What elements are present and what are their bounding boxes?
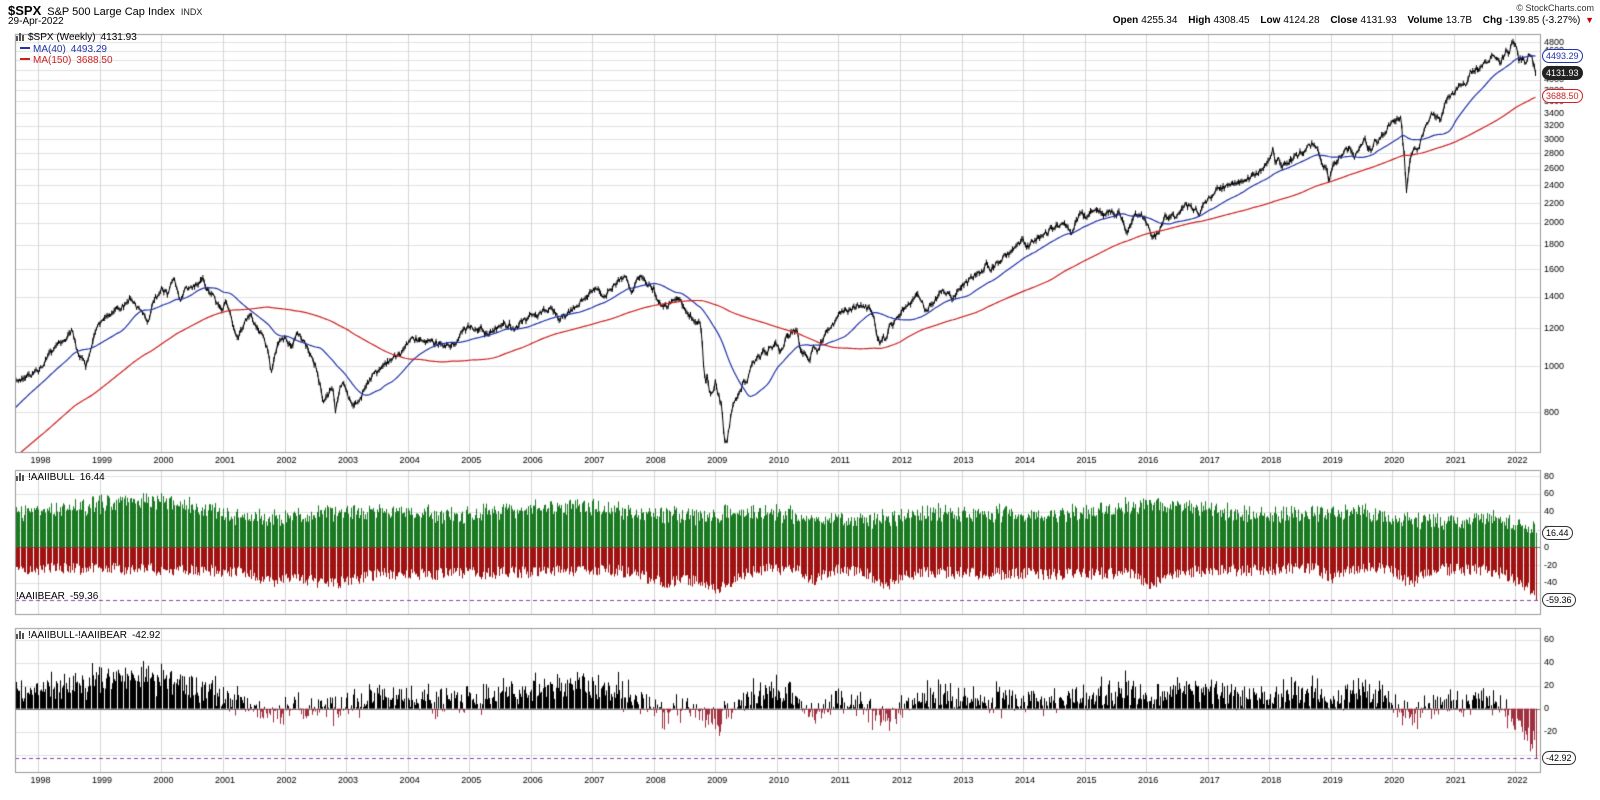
quote-low-label: Low — [1260, 15, 1281, 26]
histogram-icon — [16, 473, 24, 481]
axis-label-ma150: 3688.50 — [1542, 89, 1583, 103]
axis-label-aaiibull: 16.44 — [1542, 526, 1573, 540]
legend-aaiibear: !AAIIBEAR -59.36 — [16, 591, 98, 602]
price-chart-canvas — [0, 28, 1600, 800]
quote-volume-value: 13.7B — [1445, 15, 1473, 26]
quote-close-label: Close — [1330, 15, 1358, 26]
chart-date: 29-Apr-2022 — [8, 16, 64, 27]
chart-area: $SPX (Weekly) 4131.93 MA(40) 4493.29 MA(15… — [0, 28, 1600, 800]
legend-aaiibull: !AAIIBULL 16.44 — [16, 472, 105, 483]
axis-label-last-close: 4131.93 — [1542, 66, 1583, 80]
legend-aaiibull-value: 16.44 — [79, 472, 105, 483]
histogram-icon — [16, 631, 24, 639]
quote-change-value: -139.85 (-3.27%) — [1505, 15, 1581, 26]
legend-spx-value: 4131.93 — [100, 32, 137, 43]
legend-aaiibear-label: !AAIIBEAR — [16, 591, 65, 602]
legend-ma150-label: MA(150) — [33, 55, 72, 66]
legend-ma150: MA(150) 3688.50 — [20, 55, 113, 66]
legend-spread-label: !AAIIBULL-!AAIIBEAR — [28, 630, 127, 641]
quote-high-label: High — [1188, 15, 1211, 26]
ma40-line-swatch-icon — [20, 47, 30, 49]
axis-label-ma40: 4493.29 — [1542, 49, 1583, 63]
stockcharts-credit-link[interactable]: © StockCharts.com — [1516, 3, 1594, 13]
exchange-tag: INDX — [180, 7, 203, 17]
chart-type-icon — [16, 33, 24, 41]
legend-ma40-value: 4493.29 — [70, 44, 107, 55]
legend-spx-label: $SPX (Weekly) — [28, 32, 96, 43]
legend-ma40: MA(40) 4493.29 — [20, 44, 107, 55]
legend-aaiibear-value: -59.36 — [69, 591, 99, 602]
quote-bar: Open 4255.34 High 4308.45 Low 4124.28 Close… — [1105, 15, 1594, 26]
axis-label-spread: -42.92 — [1542, 751, 1576, 765]
symbol: $SPX — [8, 3, 42, 18]
quote-open-label: Open — [1112, 15, 1139, 26]
symbol-name: S&P 500 Large Cap Index — [47, 6, 175, 18]
chart-header: $SPX S&P 500 Large Cap Index INDX — [8, 2, 202, 20]
quote-low-value: 4124.28 — [1283, 15, 1320, 26]
ma150-line-swatch-icon — [20, 58, 30, 60]
change-down-icon: ▼ — [1585, 15, 1594, 25]
legend-ma150-value: 3688.50 — [76, 55, 113, 66]
legend-bull-bear-spread: !AAIIBULL-!AAIIBEAR -42.92 — [16, 630, 160, 641]
quote-change-label: Chg — [1482, 15, 1503, 26]
legend-aaiibull-label: !AAIIBULL — [28, 472, 75, 483]
legend-spread-value: -42.92 — [131, 630, 161, 641]
legend-spx-weekly: $SPX (Weekly) 4131.93 — [16, 32, 137, 43]
quote-volume-label: Volume — [1407, 15, 1443, 26]
quote-open-value: 4255.34 — [1141, 15, 1178, 26]
quote-close-value: 4131.93 — [1360, 15, 1397, 26]
legend-ma40-label: MA(40) — [33, 44, 66, 55]
axis-label-aaiibear: -59.36 — [1542, 593, 1576, 607]
quote-high-value: 4308.45 — [1213, 15, 1250, 26]
